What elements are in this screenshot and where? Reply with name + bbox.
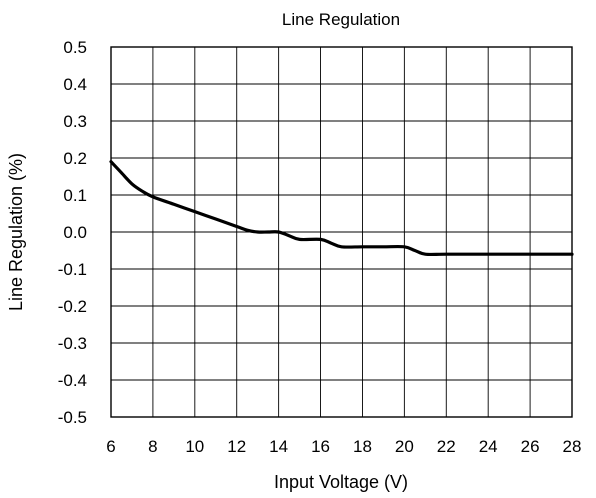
grid-lines [110,46,573,418]
y-axis-ticks: 0.5 0.4 0.3 0.2 0.1 0.0 -0.1 -0.2 -0.3 -0.4 -0.5 [58,38,87,427]
y-tick-label: -0.2 [58,297,87,316]
y-tick-label: -0.1 [58,260,87,279]
series-layer [109,160,574,257]
x-tick-label: 22 [437,437,456,456]
plot-frame [110,46,573,418]
x-tick-label: 6 [106,437,115,456]
y-tick-label: 0.3 [63,112,87,131]
chart-title: Line Regulation [282,10,400,29]
y-tick-label: 0.0 [63,223,87,242]
y-tick-label: -0.5 [58,408,87,427]
x-tick-label: 12 [227,437,246,456]
y-tick-label: -0.3 [58,334,87,353]
x-tick-label: 28 [563,437,582,456]
x-axis-ticks: 6 8 10 12 14 16 18 20 22 24 26 28 [106,437,581,456]
y-tick-label: 0.2 [63,149,87,168]
x-tick-label: 8 [148,437,157,456]
x-axis-title: Input Voltage (V) [274,472,408,492]
x-tick-label: 10 [185,437,204,456]
y-tick-label: 0.4 [63,75,87,94]
y-tick-label: 0.1 [63,186,87,205]
series-line [109,160,574,257]
x-tick-label: 16 [311,437,330,456]
y-tick-label: 0.5 [63,38,87,57]
y-tick-label: -0.4 [58,371,87,390]
x-tick-label: 26 [521,437,540,456]
x-tick-label: 24 [479,437,498,456]
x-tick-label: 20 [395,437,414,456]
x-tick-label: 18 [353,437,372,456]
x-tick-label: 14 [269,437,288,456]
y-axis-title: Line Regulation (%) [6,153,26,311]
